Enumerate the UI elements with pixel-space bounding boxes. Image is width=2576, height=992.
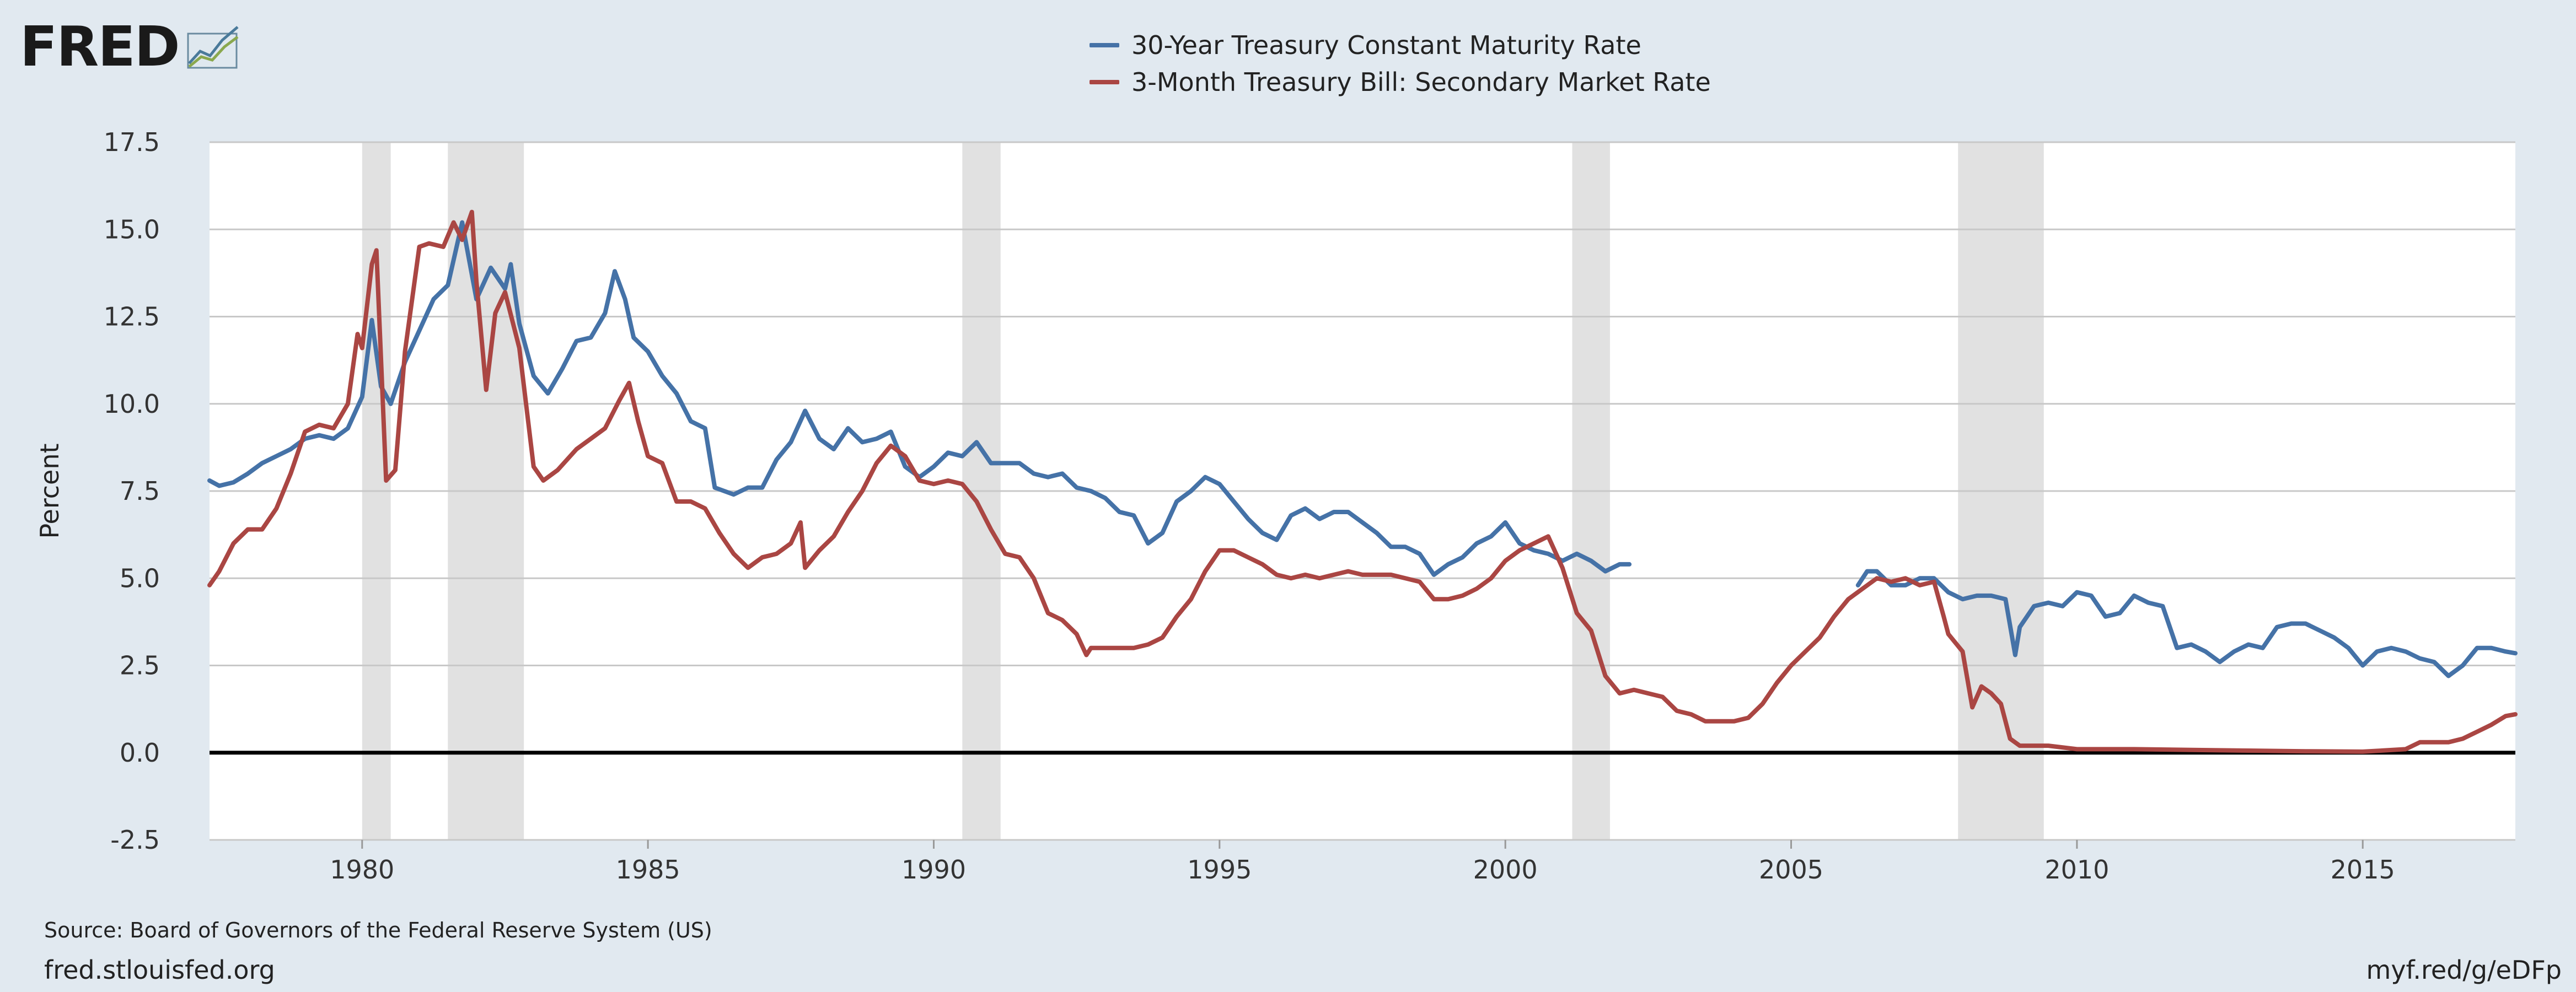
x-tick-label: 2015 <box>2331 855 2395 885</box>
y-tick-label: 10.0 <box>104 389 160 419</box>
legend-swatch-30-year <box>1090 42 1119 47</box>
source-note: Source: Board of Governors of the Federa… <box>44 918 712 942</box>
legend-item-3-month[interactable]: 3-Month Treasury Bill: Secondary Market … <box>1090 63 1711 100</box>
y-tick-label: 5.0 <box>120 563 160 593</box>
x-tick-label: 2000 <box>1473 855 1538 885</box>
y-tick-label: -2.5 <box>110 825 160 855</box>
legend-item-30-year[interactable]: 30-Year Treasury Constant Maturity Rate <box>1090 26 1711 63</box>
legend-swatch-3-month <box>1090 79 1119 84</box>
series-lines <box>207 209 2518 754</box>
y-tick-label: 2.5 <box>120 651 160 681</box>
x-tick-label: 1995 <box>1187 855 1252 885</box>
chart-legend: 30-Year Treasury Constant Maturity Rate … <box>1090 26 1711 100</box>
y-tick-label: 12.5 <box>104 302 160 332</box>
x-axis-ticks: 1980 1985 1990 1995 2000 2005 2010 2015 <box>330 840 2395 885</box>
fred-logo[interactable]: FRED <box>20 17 241 77</box>
legend-label-30-year: 30-Year Treasury Constant Maturity Rate <box>1131 30 1641 60</box>
y-axis-ticks: 17.5 15.0 12.5 10.0 7.5 5.0 2.5 0.0 -2.5 <box>104 127 160 855</box>
grid-lines <box>210 141 2515 841</box>
y-tick-label: 15.0 <box>104 214 160 244</box>
x-tick-label: 2010 <box>2044 855 2109 885</box>
y-tick-label: 0.0 <box>120 738 160 768</box>
legend-label-3-month: 3-Month Treasury Bill: Secondary Market … <box>1131 67 1711 97</box>
series-line-3-month <box>207 209 2518 754</box>
x-tick-label: 1985 <box>616 855 680 885</box>
x-tick-label: 2005 <box>1759 855 1823 885</box>
series-line-30-year <box>1855 569 2518 678</box>
site-link[interactable]: fred.stlouisfed.org <box>44 955 275 985</box>
y-tick-label: 17.5 <box>104 127 160 157</box>
short-url-link[interactable]: myf.red/g/eDFp <box>2366 955 2562 985</box>
y-tick-label: 7.5 <box>120 476 160 506</box>
x-tick-label: 1980 <box>330 855 394 885</box>
x-tick-label: 1990 <box>901 855 966 885</box>
line-chart: 17.515.012.510.07.55.02.50.0-2.5 1980 198… <box>35 127 2518 885</box>
fred-logo-text: FRED <box>20 14 180 79</box>
fred-graph-icon <box>187 26 239 69</box>
y-axis-label: Percent <box>35 443 65 538</box>
